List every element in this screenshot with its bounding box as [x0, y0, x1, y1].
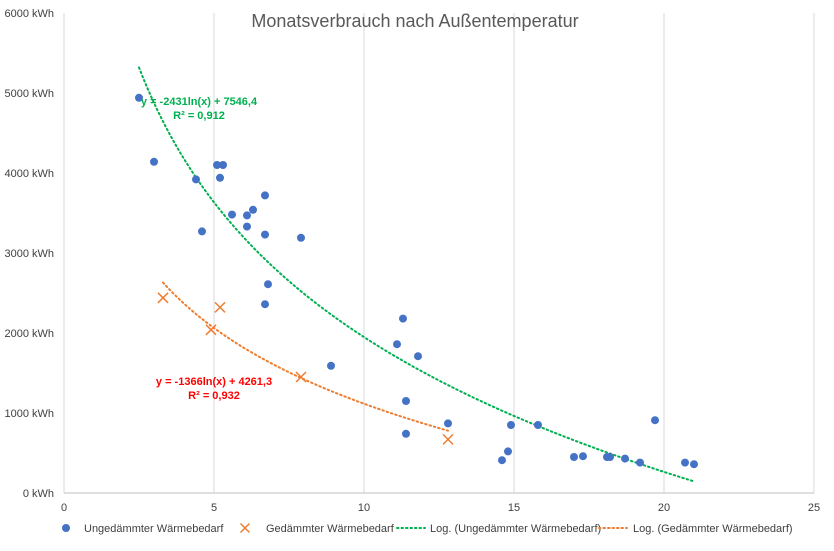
data-point-ungedaemmt [264, 280, 272, 289]
chart-title: Monatsverbrauch nach Außentemperatur [251, 11, 578, 31]
legend-item-trend-ungedaemmt: Log. (Ungedämmter Wärmebedarf) [396, 523, 601, 535]
data-point-ungedaemmt [261, 191, 269, 200]
data-point-ungedaemmt [606, 453, 614, 461]
data-point-ungedaemmt [402, 429, 410, 438]
data-point-ungedaemmt [444, 419, 452, 428]
grid-lines [63, 13, 815, 493]
data-point-ungedaemmt [402, 397, 410, 405]
data-point-gedaemmt [442, 433, 454, 445]
x-tick-label: 10 [358, 502, 370, 514]
trendlines [138, 66, 695, 483]
x-tick-label: 20 [658, 502, 670, 514]
data-point-ungedaemmt [327, 361, 335, 370]
data-point-ungedaemmt [414, 352, 422, 361]
legend-label: Ungedämmter Wärmebedarf [84, 523, 224, 535]
x-tick-label: 15 [508, 502, 520, 514]
data-point-ungedaemmt [249, 205, 257, 214]
y-tick-label: 6000 kWh [4, 8, 54, 20]
data-point-ungedaemmt [135, 93, 143, 102]
data-point-gedaemmt [295, 371, 307, 383]
legend-item-trend-gedaemmt: Log. (Gedämmter Wärmebedarf) [598, 523, 793, 535]
data-point-ungedaemmt [498, 456, 506, 465]
trendline-equation: y = -2431ln(x) + 7546,4 [141, 96, 258, 108]
legend-marker [239, 522, 251, 534]
legend-item-gedaemmt: Gedämmter Wärmebedarf [239, 522, 395, 535]
trendline-gedaemmt [162, 281, 449, 432]
data-point-ungedaemmt [297, 233, 305, 242]
data-point-ungedaemmt [213, 161, 221, 169]
tick-labels: 0 5 10 15 20 25 0 kWh 1000 kWh 2000 kWh 3000 kWh 4… [4, 8, 820, 514]
data-point-ungedaemmt [579, 452, 587, 461]
x-tick-label: 0 [61, 502, 67, 514]
trendline-r-squared: R² = 0,932 [188, 390, 240, 402]
trendline-r-squared: R² = 0,912 [173, 110, 225, 122]
data-point-gedaemmt [214, 301, 226, 313]
data-point-ungedaemmt [636, 458, 644, 467]
data-point-ungedaemmt [219, 161, 227, 169]
trendline-equations: y = -2431ln(x) + 7546,4 R² = 0,912 y = -13… [141, 96, 272, 402]
data-point-ungedaemmt [399, 314, 407, 323]
y-tick-label: 0 kWh [23, 488, 54, 500]
data-point-ungedaemmt [261, 300, 269, 309]
x-tick-label: 25 [808, 502, 820, 514]
legend-label: Log. (Gedämmter Wärmebedarf) [633, 523, 793, 535]
data-points [135, 93, 698, 469]
y-tick-label: 5000 kWh [4, 88, 54, 100]
x-tick-label: 5 [211, 502, 217, 514]
data-point-ungedaemmt [216, 173, 224, 182]
y-tick-label: 2000 kWh [4, 328, 54, 340]
y-tick-label: 4000 kWh [4, 168, 54, 180]
legend-label: Log. (Ungedämmter Wärmebedarf) [430, 523, 601, 535]
data-point-ungedaemmt [504, 447, 512, 456]
data-point-ungedaemmt [570, 453, 578, 461]
data-point-ungedaemmt [534, 421, 542, 429]
data-point-ungedaemmt [192, 175, 200, 184]
legend-marker [62, 524, 70, 532]
data-point-ungedaemmt [393, 340, 401, 349]
data-point-ungedaemmt [243, 222, 251, 231]
data-point-gedaemmt [157, 292, 169, 304]
data-point-ungedaemmt [228, 210, 236, 219]
legend-item-ungedaemmt: Ungedämmter Wärmebedarf [62, 523, 224, 535]
data-point-ungedaemmt [198, 227, 206, 236]
data-point-ungedaemmt [507, 421, 515, 429]
data-point-ungedaemmt [681, 458, 689, 467]
trendline-ungedaemmt [138, 66, 695, 483]
trendline-equation: y = -1366ln(x) + 4261,3 [156, 376, 272, 388]
data-point-gedaemmt [205, 324, 217, 336]
legend: Ungedämmter Wärmebedarf Gedämmter Wärmebe… [62, 522, 793, 535]
data-point-ungedaemmt [150, 157, 158, 166]
legend-label: Gedämmter Wärmebedarf [266, 523, 395, 535]
y-tick-label: 1000 kWh [4, 408, 54, 420]
data-point-ungedaemmt [243, 211, 251, 220]
y-tick-label: 3000 kWh [4, 248, 54, 260]
data-point-ungedaemmt [690, 460, 698, 469]
data-point-ungedaemmt [261, 230, 269, 239]
data-point-ungedaemmt [621, 454, 629, 463]
data-point-ungedaemmt [651, 416, 659, 425]
